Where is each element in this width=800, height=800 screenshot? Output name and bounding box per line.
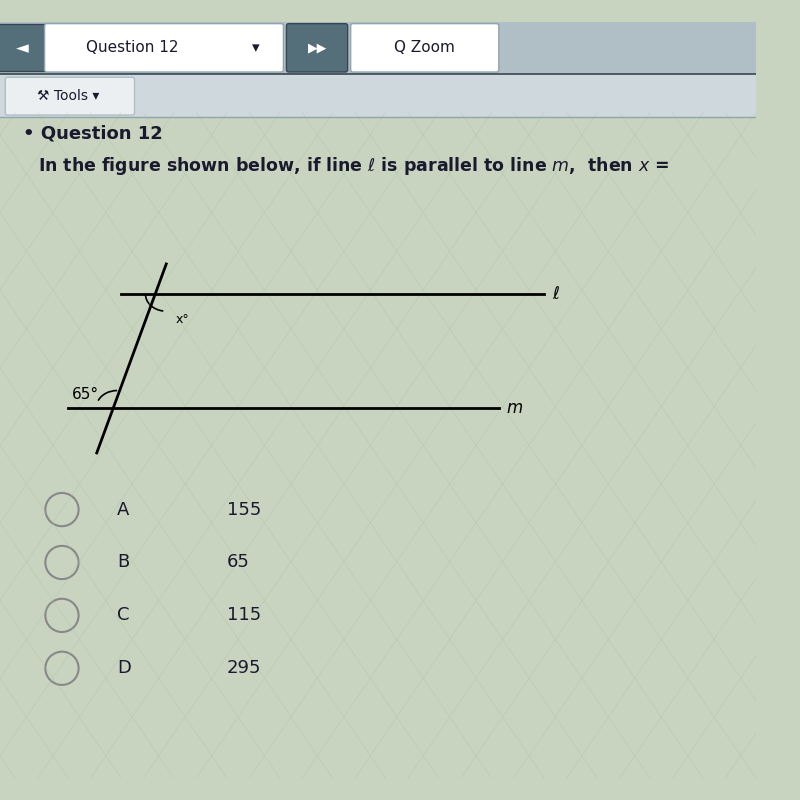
Text: Q Zoom: Q Zoom bbox=[394, 40, 455, 55]
Text: 65°: 65° bbox=[72, 386, 99, 402]
Text: 295: 295 bbox=[226, 659, 262, 678]
Text: $\ell$: $\ell$ bbox=[552, 285, 560, 303]
Text: • Question 12: • Question 12 bbox=[22, 125, 162, 143]
Text: x°: x° bbox=[175, 313, 189, 326]
Text: ⚒ Tools ▾: ⚒ Tools ▾ bbox=[37, 89, 99, 103]
Text: D: D bbox=[117, 659, 131, 678]
FancyBboxPatch shape bbox=[45, 24, 283, 72]
Text: ◄: ◄ bbox=[15, 39, 28, 57]
Text: A: A bbox=[117, 501, 130, 518]
Text: C: C bbox=[117, 606, 130, 624]
FancyBboxPatch shape bbox=[350, 24, 498, 72]
Text: B: B bbox=[117, 554, 130, 571]
Text: 155: 155 bbox=[226, 501, 261, 518]
FancyBboxPatch shape bbox=[6, 78, 134, 115]
FancyBboxPatch shape bbox=[286, 24, 348, 72]
Text: 115: 115 bbox=[226, 606, 261, 624]
Text: $m$: $m$ bbox=[506, 398, 523, 417]
Text: In the figure shown below, if line $\ell$ is parallel to line $m$,  then $x$ =: In the figure shown below, if line $\ell… bbox=[38, 154, 670, 177]
Text: Question 12: Question 12 bbox=[86, 40, 178, 55]
FancyBboxPatch shape bbox=[0, 24, 46, 71]
FancyBboxPatch shape bbox=[0, 74, 756, 117]
Text: ▾: ▾ bbox=[252, 40, 259, 55]
Text: ▶▶: ▶▶ bbox=[308, 42, 327, 54]
Text: 65: 65 bbox=[226, 554, 250, 571]
FancyBboxPatch shape bbox=[0, 22, 756, 74]
